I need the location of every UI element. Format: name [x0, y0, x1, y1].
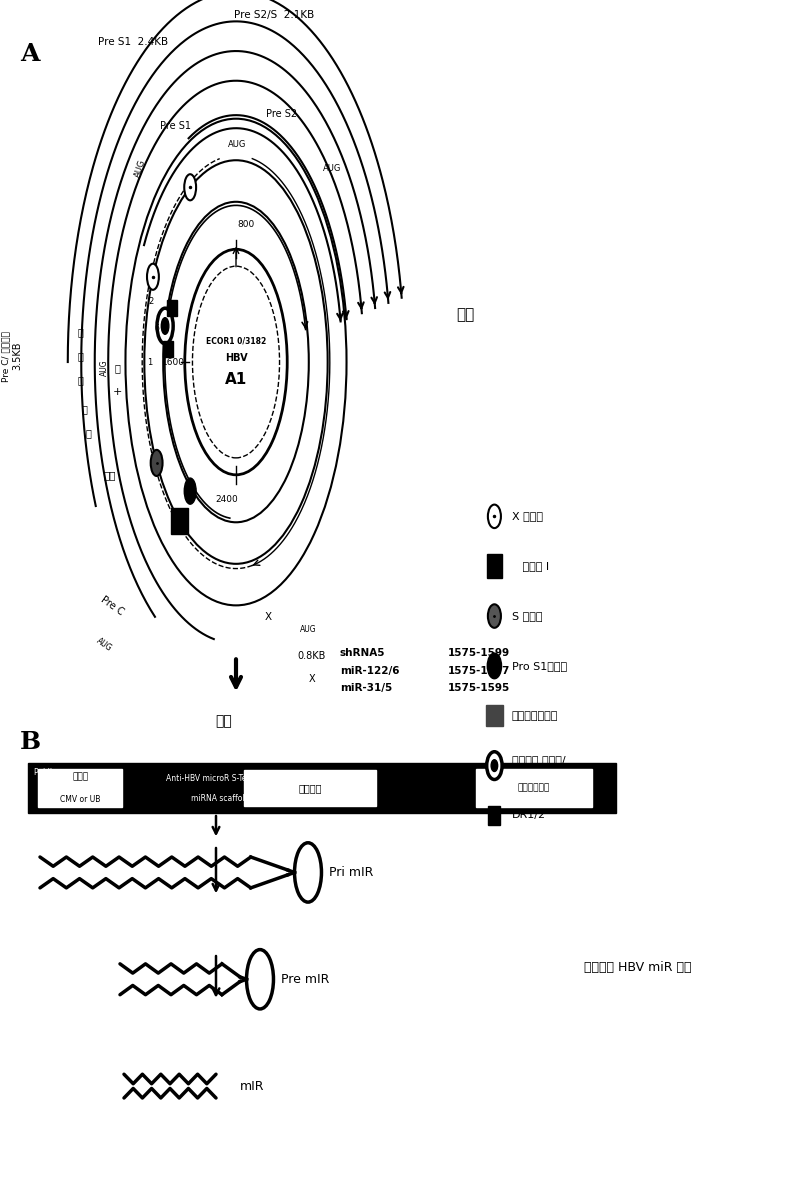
- Text: S 启动子: S 启动子: [512, 611, 542, 621]
- Bar: [486, 705, 502, 726]
- Ellipse shape: [491, 760, 498, 772]
- Text: 转录终止信号: 转录终止信号: [518, 783, 550, 793]
- Bar: [244, 770, 376, 806]
- Text: HBV: HBV: [225, 354, 247, 363]
- Text: 800: 800: [237, 220, 254, 229]
- Text: 酶: 酶: [77, 375, 83, 385]
- Ellipse shape: [184, 174, 196, 201]
- Text: mIR: mIR: [240, 1080, 265, 1092]
- Text: 1575-1595: 1575-1595: [448, 684, 510, 693]
- Bar: [167, 299, 177, 316]
- Text: shRNA5: shRNA5: [340, 648, 386, 658]
- Text: AUG: AUG: [99, 360, 109, 376]
- Text: X: X: [265, 612, 271, 622]
- Ellipse shape: [162, 318, 169, 335]
- Ellipse shape: [147, 264, 159, 290]
- Text: 蛋: 蛋: [81, 405, 87, 414]
- Text: Pre mIR: Pre mIR: [282, 973, 330, 985]
- Text: B: B: [20, 730, 41, 754]
- Text: 1575-1597: 1575-1597: [448, 666, 510, 675]
- Text: miR-31/5: miR-31/5: [340, 684, 392, 693]
- Text: 2: 2: [149, 297, 154, 306]
- Ellipse shape: [488, 504, 501, 528]
- Text: Anti-HBV microR S-Template: Anti-HBV microR S-Template: [166, 774, 274, 782]
- Text: X 启动子: X 启动子: [512, 512, 543, 521]
- Text: AUG: AUG: [228, 140, 246, 150]
- Ellipse shape: [184, 478, 196, 504]
- Ellipse shape: [157, 309, 173, 344]
- Ellipse shape: [150, 450, 162, 476]
- Text: Pre S1: Pre S1: [161, 121, 191, 131]
- Text: 基本核心 启动子/
增强子 II: 基本核心 启动子/ 增强子 II: [512, 755, 566, 776]
- Text: Pri mIR: Pri mIR: [330, 867, 374, 878]
- Text: 合: 合: [77, 351, 83, 361]
- Bar: [489, 806, 500, 825]
- Text: 核心: 核心: [103, 470, 116, 480]
- Text: A1: A1: [225, 373, 247, 387]
- Text: AUG: AUG: [94, 636, 114, 653]
- Text: 增强子 I: 增强子 I: [512, 561, 549, 571]
- Text: Pre C/ 前基因组: Pre C/ 前基因组: [2, 331, 10, 381]
- Text: CMV or UB: CMV or UB: [60, 794, 101, 804]
- Text: Pre S1  2.4KB: Pre S1 2.4KB: [98, 38, 168, 47]
- Text: +: +: [113, 387, 122, 396]
- Bar: [28, 763, 616, 813]
- Text: ECOR1 0/3182: ECOR1 0/3182: [206, 336, 266, 345]
- Text: 聚腺苷酸化信号: 聚腺苷酸化信号: [512, 711, 558, 721]
- Text: Pol II 启动子: Pol II 启动子: [34, 768, 69, 776]
- Ellipse shape: [486, 751, 502, 780]
- Text: 3.5KB: 3.5KB: [13, 342, 22, 370]
- Text: 1: 1: [147, 357, 152, 367]
- Text: 聚: 聚: [77, 328, 83, 337]
- Text: AUG: AUG: [133, 158, 147, 179]
- Text: 1600: 1600: [162, 357, 185, 367]
- Text: Pre C: Pre C: [98, 594, 126, 617]
- Bar: [38, 769, 122, 807]
- Text: A: A: [20, 42, 39, 65]
- Text: 靶区: 靶区: [216, 715, 232, 729]
- Text: 编码序列: 编码序列: [298, 783, 322, 793]
- Text: 膜: 膜: [114, 363, 121, 373]
- Text: AUG: AUG: [300, 624, 316, 634]
- Ellipse shape: [487, 653, 502, 679]
- Text: miRNA scaffold: miRNA scaffold: [190, 794, 250, 802]
- Text: miR-122/6: miR-122/6: [340, 666, 399, 675]
- Text: Pre S2: Pre S2: [266, 109, 298, 119]
- Bar: [476, 769, 592, 807]
- Text: 0.8KB: 0.8KB: [298, 652, 326, 661]
- Bar: [163, 341, 173, 357]
- Text: Pro S1启动子: Pro S1启动子: [512, 661, 567, 671]
- Text: AUG: AUG: [323, 164, 341, 173]
- Text: 表达的抗 HBV miR 序列: 表达的抗 HBV miR 序列: [584, 961, 691, 973]
- Text: Pre S2/S  2.1KB: Pre S2/S 2.1KB: [234, 11, 314, 20]
- Text: 表面: 表面: [456, 307, 474, 322]
- Ellipse shape: [488, 604, 501, 628]
- Text: 启动子: 启动子: [72, 773, 89, 782]
- Text: 6: 6: [154, 324, 159, 332]
- Text: 1575-1599: 1575-1599: [448, 648, 510, 658]
- Bar: [171, 508, 188, 534]
- Text: 2400: 2400: [215, 495, 238, 504]
- Bar: [487, 554, 502, 578]
- Text: 白: 白: [85, 429, 91, 438]
- Text: DR1/2: DR1/2: [512, 811, 546, 820]
- Text: X: X: [309, 674, 315, 684]
